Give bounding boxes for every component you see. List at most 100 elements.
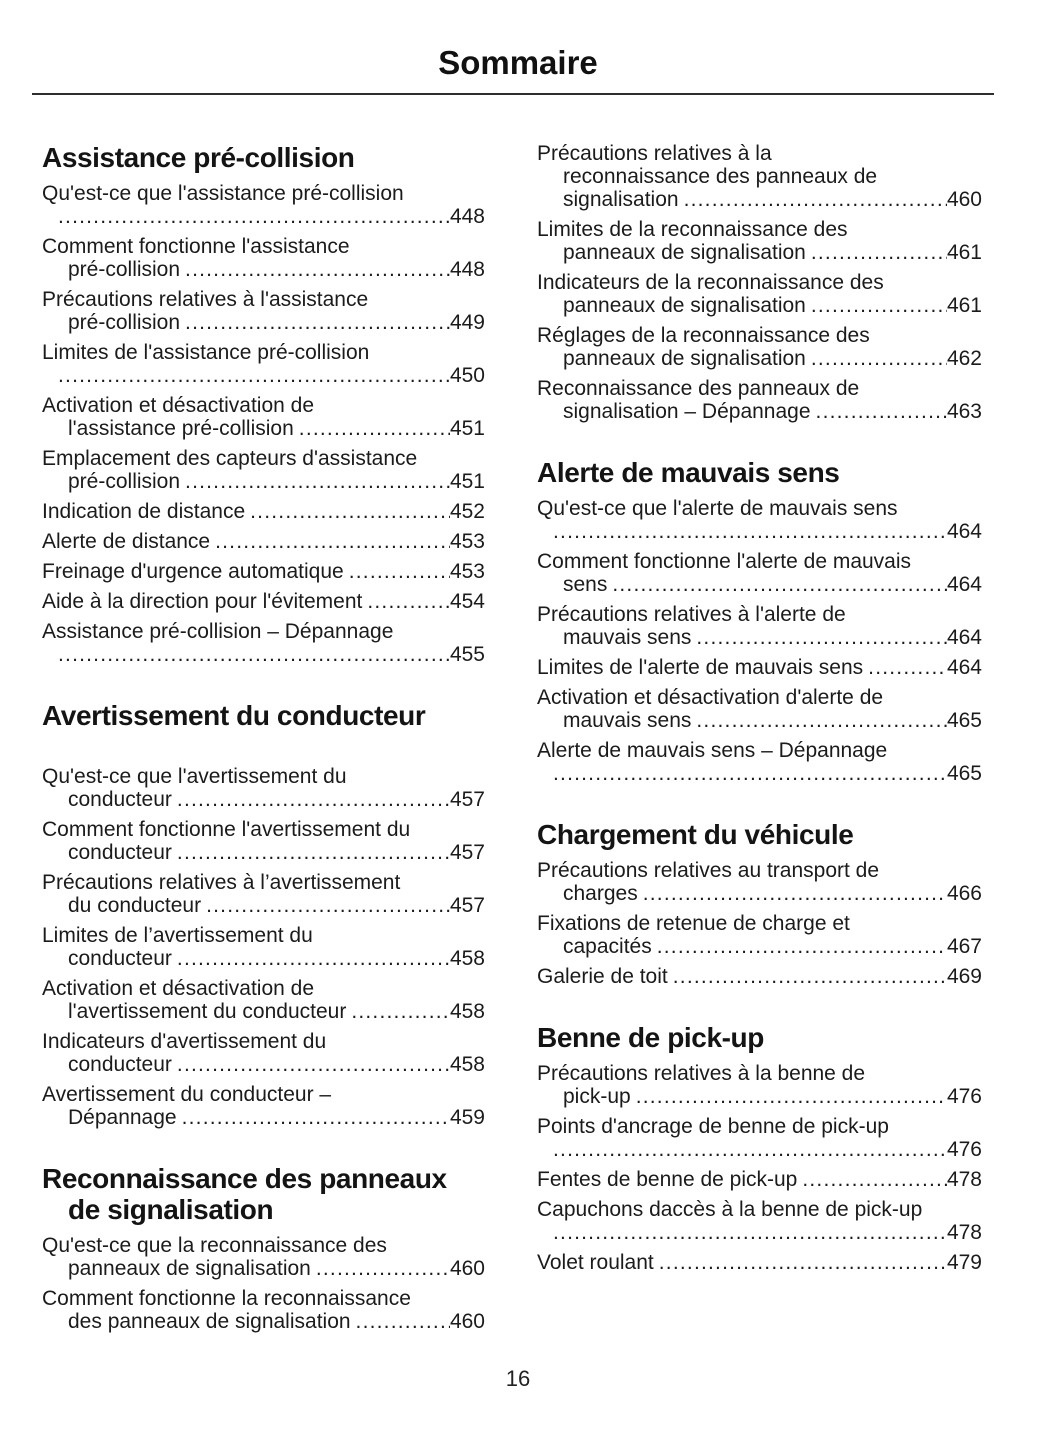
toc-entry-text: Qu'est-ce que l'alerte de mauvais sens [537,497,898,520]
toc-entry: Fixations de retenue de charge et capacit… [537,912,982,958]
dot-leader: ........................................… [683,188,947,211]
toc-entry-text: pick-up [563,1085,631,1108]
toc-entry-text: Reconnaissance des panneaux de [537,377,860,400]
toc-entry-line: Qu'est-ce que l'avertissement du [42,765,485,788]
toc-entry-line: ........................................… [537,520,982,543]
page-ref: 458 [449,1053,485,1076]
toc-entry-line: Précautions relatives au transport de [537,859,982,882]
toc-entry-line: ........................................… [42,364,485,387]
page-number: 16 [505,1366,531,1391]
toc-entry: Limites de l'alerte de mauvais sens.....… [537,656,982,679]
toc-entry-line: des panneaux de signalisation...........… [42,1310,485,1333]
page-ref: 457 [449,788,485,811]
toc-entry-line: Activation et désactivation d'alerte de [537,686,982,709]
toc-entry-line: Précautions relatives à l'alerte de [537,603,982,626]
toc-entry-text: signalisation [563,188,679,211]
section-heading: Reconnaissance des panneaux de signalisat… [42,1163,485,1225]
dot-leader: ........................................… [185,258,450,281]
toc-entry-text: Activation et désactivation d'alerte de [537,686,884,709]
toc-entry-text: Assistance pré-collision – Dépannage [42,620,394,643]
toc-entry-line: Limites de l'alerte de mauvais sens.....… [537,656,982,679]
page-ref: 464 [946,626,982,649]
dot-leader: ........................................… [315,1257,450,1280]
toc-entry-text: sens [563,573,608,596]
toc-entry-line: ........................................… [537,1138,982,1161]
toc-entry-text: l'assistance pré-collision [68,417,294,440]
toc-entry-line: ........................................… [42,643,485,666]
toc-entry-line: mauvais sens............................… [537,626,982,649]
toc-entry: Fentes de benne de pick-up..............… [537,1168,982,1191]
dot-leader: ........................................… [672,965,947,988]
toc-entry: Activation et désactivation de l'assistan… [42,394,485,440]
toc-entry-line: pré-collision...........................… [42,470,485,493]
divider [32,93,994,95]
toc-entry-line: charges.................................… [537,882,982,905]
toc-entry-line: Comment fonctionne la reconnaissance [42,1287,485,1310]
toc-entry-text: Indicateurs d'avertissement du [42,1030,327,1053]
toc-entry-text: Comment fonctionne l'alerte de mauvais [537,550,912,573]
toc-entry-line: Comment fonctionne l'alerte de mauvais [537,550,982,573]
dot-leader: ........................................… [696,709,947,732]
toc-entry-text: Dépannage [68,1106,177,1129]
toc-entry: Limites de l’avertissement du conducteur.… [42,924,485,970]
dot-leader: ........................................… [351,1000,450,1023]
page-ref: 461 [946,241,982,264]
dot-leader: ........................................… [658,1251,947,1274]
toc-section: Benne de pick-up Précautions relatives à … [537,1022,982,1274]
section-heading-line: Benne de pick-up [537,1022,764,1053]
page-title: Sommaire [438,44,598,81]
page-ref: 476 [946,1085,982,1108]
toc-entry-line: capacités...............................… [537,935,982,958]
toc-entry-text: des panneaux de signalisation [68,1310,351,1333]
page-ref: 457 [449,841,485,864]
section-heading-line: Chargement du véhicule [537,819,854,850]
section-heading: Alerte de mauvais sens [537,457,982,488]
toc-entry: Qu'est-ce que l'alerte de mauvais sens..… [537,497,982,543]
dot-leader: ........................................… [348,560,450,583]
toc-entry-line: conducteur..............................… [42,1053,485,1076]
dot-leader: ........................................… [810,294,947,317]
toc-entry-line: conducteur..............................… [42,841,485,864]
toc-entry: Points d'ancrage de benne de pick-up....… [537,1115,982,1161]
page-ref: 466 [946,882,982,905]
toc-entry-text: panneaux de signalisation [563,241,806,264]
page-ref: 467 [946,935,982,958]
toc-entry-line: pick-up.................................… [537,1085,982,1108]
toc-columns: Assistance pré-collision Qu'est-ce que l'… [42,142,994,1340]
toc-entry-line: Limites de l'assistance pré-collision [42,341,485,364]
toc-entry: Activation et désactivation de l'avertiss… [42,977,485,1023]
toc-entry-text: Points d'ancrage de benne de pick-up [537,1115,889,1138]
toc-entry-line: sens....................................… [537,573,982,596]
dot-leader: ........................................… [298,417,450,440]
dot-leader: ........................................… [802,1168,947,1191]
toc-entry-line: Emplacement des capteurs d'assistance [42,447,485,470]
dot-leader: ........................................… [553,1138,947,1161]
toc-entry-line: Reconnaissance des panneaux de [537,377,982,400]
toc-entry-text: mauvais sens [563,709,692,732]
dot-leader: ........................................… [553,520,947,543]
toc-entry-text: Qu'est-ce que l'assistance pré-collision [42,182,404,205]
toc-entry-line: signalisation – Dépannage...............… [537,400,982,423]
toc-section: Assistance pré-collision Qu'est-ce que l'… [42,142,485,666]
toc-entry: Aide à la direction pour l'évitement....… [42,590,485,613]
dot-leader: ........................................… [58,364,450,387]
page-ref: 451 [449,417,485,440]
toc-entry-line: Limites de la reconnaissance des [537,218,982,241]
toc-entry: Galerie de toit.........................… [537,965,982,988]
section-heading: Avertissement du conducteur [42,700,485,731]
toc-entry-line: l'avertissement du conducteur...........… [42,1000,485,1023]
toc-entry-line: panneaux de signalisation...............… [537,294,982,317]
toc-entry: Réglages de la reconnaissance des panneau… [537,324,982,370]
toc-entry-text: charges [563,882,638,905]
toc-entry: Comment fonctionne l'avertissement du con… [42,818,485,864]
toc-entry: Indication de distance..................… [42,500,485,523]
toc-entry-line: Précautions relatives à l'assistance [42,288,485,311]
toc-entry-line: Capuchons daccès à la benne de pick-up [537,1198,982,1221]
page-ref: 449 [449,311,485,334]
toc-entry-text: Alerte de distance [42,530,211,553]
toc-entry-line: Dépannage...............................… [42,1106,485,1129]
toc-entry: Freinage d'urgence automatique..........… [42,560,485,583]
dot-leader: ........................................… [815,400,947,423]
toc-entry-line: Fixations de retenue de charge et [537,912,982,935]
toc-entry: Qu'est-ce que l'avertissement du conducte… [42,765,485,811]
